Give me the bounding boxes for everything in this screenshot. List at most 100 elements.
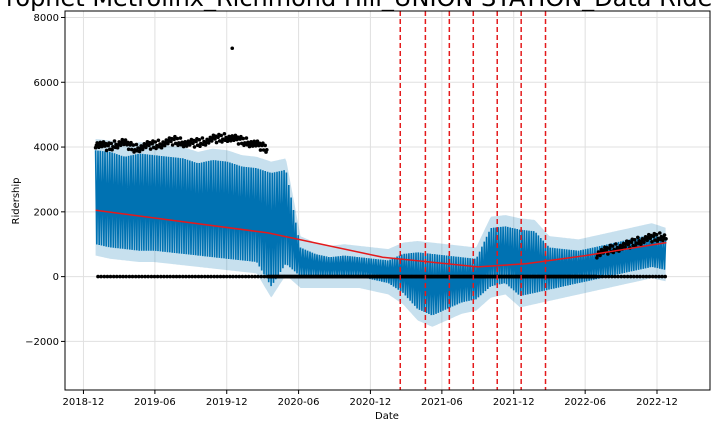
observed-point xyxy=(658,231,662,235)
observed-point xyxy=(159,274,163,279)
observed-point xyxy=(126,147,131,152)
observed-point xyxy=(126,140,130,145)
x-tick-label: 2022-06 xyxy=(564,397,606,408)
y-tick-label: 2000 xyxy=(34,207,59,218)
observed-point xyxy=(149,274,154,279)
observed-point xyxy=(221,274,226,279)
observed-point xyxy=(172,137,176,142)
observed-point xyxy=(150,141,154,146)
observed-point xyxy=(629,240,634,244)
observed-point xyxy=(636,235,640,240)
observed-point xyxy=(121,274,125,279)
observed-point xyxy=(655,239,660,243)
observed-point xyxy=(119,140,124,145)
observed-point xyxy=(663,274,667,279)
observed-point xyxy=(203,274,207,279)
observed-point xyxy=(610,274,614,279)
observed-point xyxy=(654,232,659,237)
observed-point xyxy=(216,135,220,139)
observed-point xyxy=(632,238,637,242)
x-tick-label: 2020-06 xyxy=(278,397,320,408)
observed-point xyxy=(199,274,204,279)
observed-point xyxy=(193,274,198,279)
observed-point xyxy=(220,140,224,144)
observed-point xyxy=(118,274,122,279)
observed-point xyxy=(594,274,599,279)
observed-point xyxy=(219,133,223,138)
observed-point xyxy=(169,139,173,144)
observed-point xyxy=(200,136,205,140)
trend-line xyxy=(95,209,667,268)
observed-point xyxy=(600,274,605,279)
observed-point xyxy=(662,233,667,237)
observed-point xyxy=(224,274,229,279)
observed-point xyxy=(177,274,182,279)
observed-point xyxy=(96,274,100,279)
observed-point xyxy=(253,274,257,279)
observed-point xyxy=(178,136,183,140)
observed-point xyxy=(214,140,219,145)
observed-point xyxy=(187,274,191,279)
observed-point xyxy=(641,274,646,279)
observed-point xyxy=(244,136,249,140)
observed-point xyxy=(184,274,188,279)
observed-point xyxy=(610,244,615,248)
observed-point xyxy=(632,274,636,279)
observed-point xyxy=(108,274,113,279)
observed-point xyxy=(210,139,214,143)
observed-point xyxy=(168,274,172,279)
y-tick-label: 4000 xyxy=(34,143,59,154)
observed-point xyxy=(228,274,232,279)
observed-point xyxy=(619,274,624,279)
y-tick-label: 8000 xyxy=(34,13,59,24)
observed-point xyxy=(173,134,177,139)
observed-point xyxy=(212,274,216,279)
observed-point xyxy=(198,144,202,148)
observed-point xyxy=(196,274,201,279)
observed-point xyxy=(192,145,197,149)
observed-point xyxy=(174,274,179,279)
observed-point xyxy=(616,274,620,279)
observed-point xyxy=(597,274,602,279)
observed-point xyxy=(614,242,618,246)
observed-point xyxy=(625,274,630,279)
x-tick-label: 2022-12 xyxy=(636,397,678,408)
observed-point xyxy=(154,146,158,151)
observed-point xyxy=(262,274,267,279)
observed-point xyxy=(183,140,187,144)
observed-point xyxy=(218,274,223,279)
observed-point xyxy=(645,238,649,243)
observed-point xyxy=(152,274,157,279)
observed-point xyxy=(234,274,238,279)
observed-point xyxy=(265,148,269,152)
observed-point xyxy=(613,274,617,279)
observed-point xyxy=(140,274,144,279)
observed-point xyxy=(206,141,211,145)
observed-point xyxy=(102,274,107,279)
observed-point xyxy=(230,134,234,138)
observed-point xyxy=(127,274,132,279)
observed-point xyxy=(206,274,210,279)
observed-point xyxy=(258,148,263,152)
observed-point xyxy=(231,274,235,279)
observed-point xyxy=(650,274,655,279)
observed-point xyxy=(237,274,242,279)
observed-point xyxy=(235,135,240,139)
observed-point xyxy=(104,148,109,153)
observed-point xyxy=(165,274,169,279)
plot-area: −2000 0 2000 4000 6000 8000 2018-12 2019-06 2019… xyxy=(25,10,711,408)
observed-point xyxy=(137,274,141,279)
observed-point xyxy=(595,255,599,260)
observed-point xyxy=(190,274,194,279)
observed-point xyxy=(635,274,639,279)
observed-point xyxy=(203,143,208,147)
observed-point xyxy=(598,253,602,258)
observed-point xyxy=(133,274,138,279)
observed-point xyxy=(664,237,668,241)
y-tick-label: 0 xyxy=(53,272,59,283)
observed-point xyxy=(148,147,153,151)
observed-point xyxy=(644,274,649,279)
observed-point xyxy=(261,148,266,152)
observed-point xyxy=(143,274,147,279)
